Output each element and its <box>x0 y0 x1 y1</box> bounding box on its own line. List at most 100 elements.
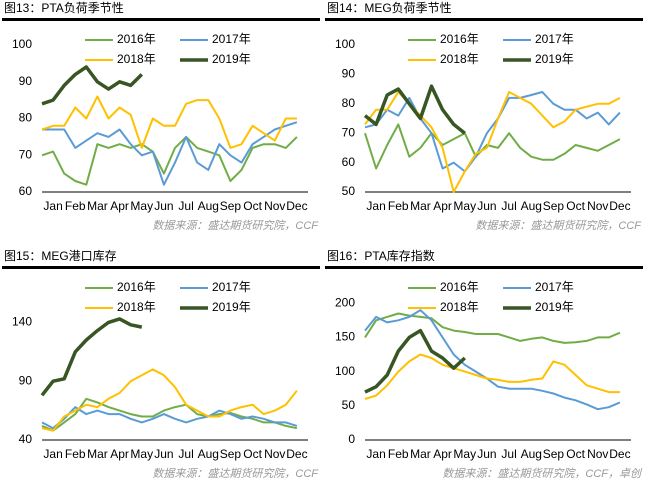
series-line <box>364 328 466 394</box>
legend-label: 2016年 <box>117 32 156 46</box>
y-tick-label: 150 <box>335 330 355 344</box>
y-tick-label: 90 <box>342 67 356 81</box>
x-tick-label: Aug <box>198 199 219 213</box>
source-note: 数据来源：盛达期货研究院，CCF <box>475 219 642 232</box>
x-tick-label: Jun <box>154 447 173 461</box>
series-line <box>364 309 621 411</box>
legend-label: 2016年 <box>117 280 156 294</box>
series-line <box>41 406 298 430</box>
source-note: 数据来源：盛达期货研究院，CCF，卓创 <box>442 467 643 480</box>
legend-label: 2017年 <box>535 32 574 46</box>
series-line <box>41 65 144 106</box>
x-tick-label: Jul <box>178 199 193 213</box>
x-tick-label: Nov <box>587 199 608 213</box>
x-tick-label: Feb <box>388 199 409 213</box>
x-tick-label: Oct <box>243 447 262 461</box>
x-tick-label: May <box>453 199 476 213</box>
x-tick-label: Jul <box>501 447 516 461</box>
legend-label: 2019年 <box>535 300 574 314</box>
x-tick-label: Nov <box>587 447 608 461</box>
x-tick-label: Apr <box>433 199 452 213</box>
series-line <box>40 317 143 397</box>
legend-label: 2016年 <box>440 32 479 46</box>
x-tick-label: Jan <box>43 199 62 213</box>
y-tick-label: 140 <box>12 315 32 329</box>
title-rule <box>325 266 643 269</box>
series-line <box>363 84 466 135</box>
y-tick-label: 90 <box>19 373 33 387</box>
series-line <box>42 121 298 186</box>
title-rule <box>2 18 320 21</box>
legend-label: 2017年 <box>212 280 251 294</box>
x-tick-label: Oct <box>566 199 585 213</box>
y-tick-label: 60 <box>342 155 356 169</box>
x-tick-label: Jul <box>501 199 516 213</box>
source-note: 数据来源：盛达期货研究院，CCF <box>152 467 319 480</box>
legend-label: 2016年 <box>440 280 479 294</box>
x-tick-label: Apr <box>433 447 452 461</box>
y-tick-label: 80 <box>342 96 356 110</box>
x-tick-label: Jan <box>366 199 385 213</box>
y-tick-label: 40 <box>19 432 33 446</box>
x-tick-label: Nov <box>264 447 285 461</box>
series-line <box>41 368 298 432</box>
y-tick-label: 200 <box>335 295 355 309</box>
series-line <box>41 95 297 149</box>
series-line <box>41 397 298 432</box>
legend-label: 2019年 <box>535 52 574 66</box>
x-tick-label: Jun <box>154 199 173 213</box>
x-tick-label: Dec <box>609 447 630 461</box>
legend-label: 2018年 <box>117 300 156 314</box>
x-tick-label: Sep <box>220 199 242 213</box>
x-tick-label: Apr <box>110 199 129 213</box>
x-tick-label: Jan <box>43 447 62 461</box>
y-tick-label: 100 <box>335 364 355 378</box>
source-note: 数据来源：盛达期货研究院，CCF <box>152 219 319 232</box>
y-tick-label: 90 <box>19 74 33 88</box>
chart-title: 图16：PTA库存指数 <box>327 248 435 263</box>
x-tick-label: Aug <box>521 447 542 461</box>
x-tick-label: Jan <box>366 447 385 461</box>
y-tick-label: 80 <box>19 111 33 125</box>
x-tick-label: Mar <box>87 199 108 213</box>
x-tick-label: Sep <box>543 199 565 213</box>
x-tick-label: Feb <box>65 199 86 213</box>
y-tick-label: 100 <box>12 37 32 51</box>
x-tick-label: Sep <box>543 447 565 461</box>
y-tick-label: 70 <box>342 125 356 139</box>
series-line <box>364 123 621 170</box>
x-tick-label: Apr <box>110 447 129 461</box>
x-tick-label: Dec <box>609 199 630 213</box>
y-tick-label: 50 <box>342 398 356 412</box>
legend-label: 2018年 <box>440 300 479 314</box>
x-tick-label: May <box>130 447 153 461</box>
y-tick-label: 60 <box>19 184 33 198</box>
x-tick-label: Mar <box>410 447 431 461</box>
x-tick-label: Aug <box>198 447 219 461</box>
y-tick-label: 0 <box>348 432 355 446</box>
title-rule <box>325 18 643 21</box>
legend-label: 2019年 <box>212 300 251 314</box>
chart-title: 图14：MEG负荷季节性 <box>327 1 452 15</box>
series-line <box>41 135 298 186</box>
title-rule <box>2 266 320 269</box>
y-tick-label: 70 <box>19 147 33 161</box>
x-tick-label: Nov <box>264 199 285 213</box>
x-tick-label: Feb <box>65 447 86 461</box>
legend-label: 2019年 <box>212 52 251 66</box>
x-tick-label: Dec <box>286 199 307 213</box>
x-tick-label: May <box>453 447 476 461</box>
x-tick-label: Mar <box>87 447 108 461</box>
x-tick-label: Feb <box>388 447 409 461</box>
x-tick-label: Oct <box>566 447 585 461</box>
x-tick-label: Aug <box>521 199 542 213</box>
chart-title: 图13：PTA负荷季节性 <box>4 1 124 15</box>
legend-label: 2017年 <box>212 32 251 46</box>
chart-title: 图15：MEG港口库存 <box>4 248 117 263</box>
legend-label: 2018年 <box>117 52 156 66</box>
x-tick-label: Oct <box>243 199 262 213</box>
x-tick-label: May <box>130 199 153 213</box>
legend-label: 2018年 <box>440 52 479 66</box>
series-line <box>364 353 620 400</box>
